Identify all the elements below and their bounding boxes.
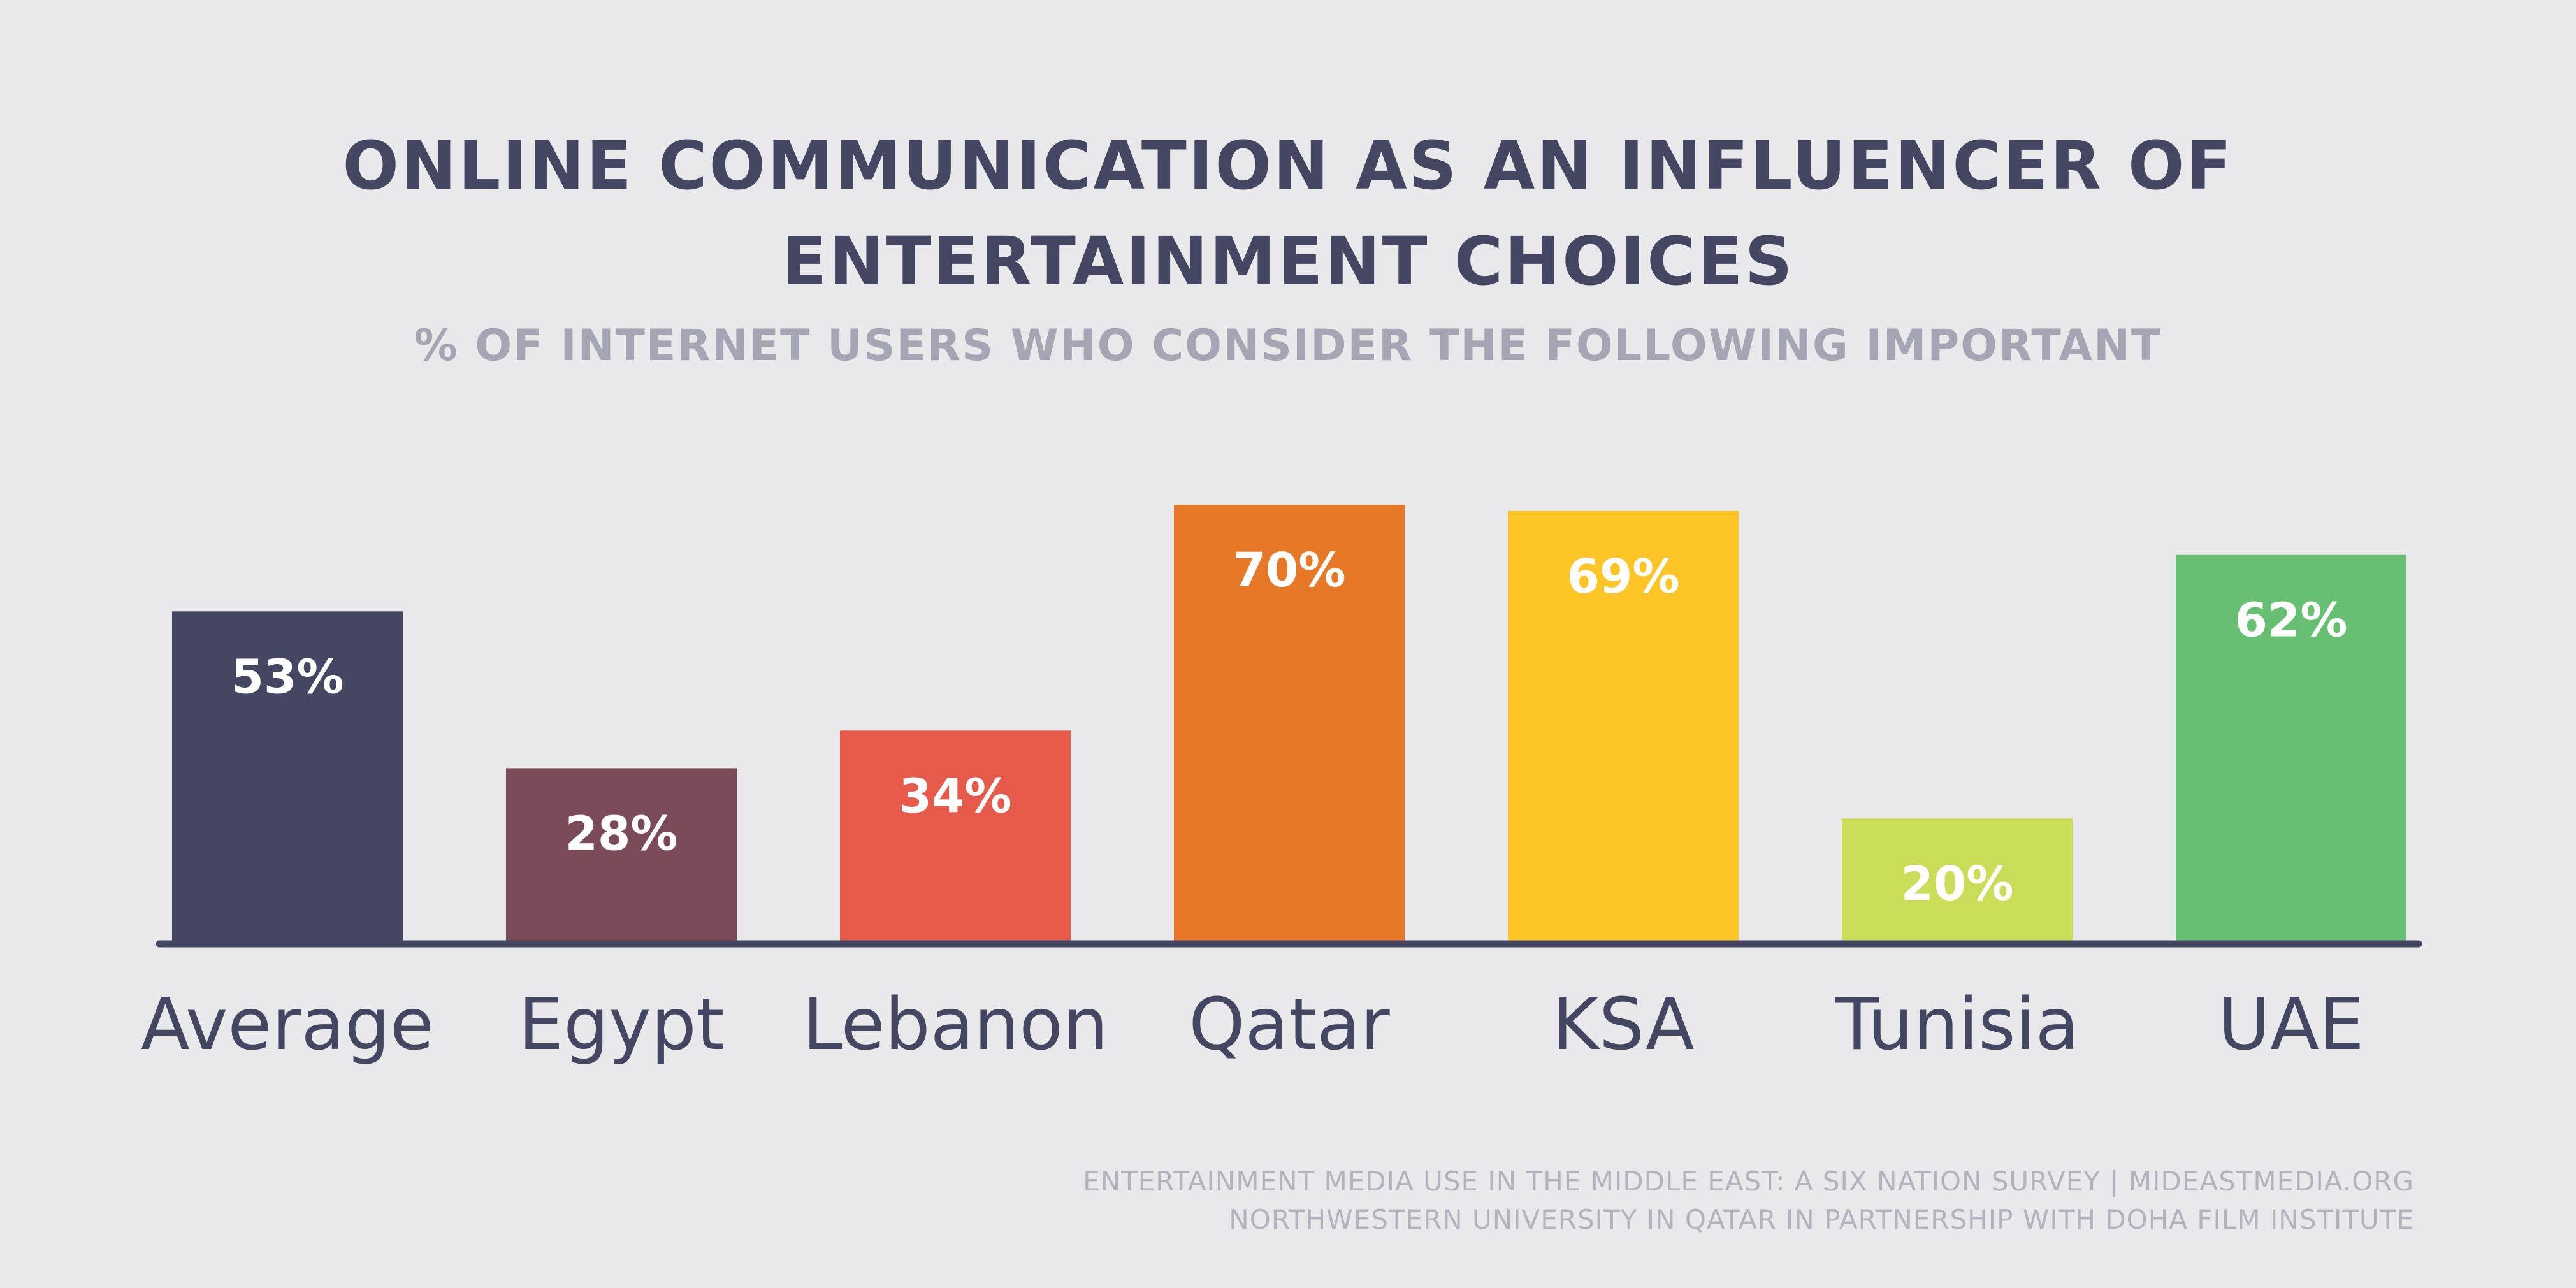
chart-subtitle: % OF INTERNET USERS WHO CONSIDER THE FOL… (414, 321, 2162, 371)
chart-title-line1: ONLINE COMMUNICATION AS AN INFLUENCER OF (342, 127, 2234, 205)
bar-qatar (1174, 505, 1405, 944)
chart-title-line2: ENTERTAINMENT CHOICES (781, 222, 1795, 300)
bar-average (172, 611, 403, 944)
bar-tunisia (1842, 818, 2073, 944)
bar-egypt (506, 768, 737, 944)
value-label-egypt: 28% (565, 806, 677, 861)
bars-group: 53% 28% 34% 70% 69% 20% 62% (172, 505, 2406, 944)
value-label-uae: 62% (2234, 593, 2347, 648)
value-label-qatar: 70% (1233, 543, 1345, 598)
category-label-tunisia: Tunisia (1835, 983, 2080, 1066)
category-label-ksa: KSA (1552, 983, 1694, 1066)
source-credit-line1: ENTERTAINMENT MEDIA USE IN THE MIDDLE EA… (1083, 1166, 2414, 1197)
value-label-ksa: 69% (1567, 549, 1679, 604)
category-label-qatar: Qatar (1189, 983, 1390, 1066)
category-label-egypt: Egypt (518, 983, 724, 1066)
category-label-lebanon: Lebanon (802, 983, 1108, 1066)
bar-ksa (1508, 510, 1739, 944)
source-credit-line2: NORTHWESTERN UNIVERSITY IN QATAR IN PART… (1229, 1204, 2414, 1235)
bar-uae (2176, 554, 2406, 944)
category-label-uae: UAE (2218, 983, 2364, 1066)
category-labels-group: Average Egypt Lebanon Qatar KSA Tunisia UAE (141, 983, 2364, 1066)
bar-lebanon (840, 730, 1071, 944)
value-label-average: 53% (231, 649, 344, 704)
value-label-tunisia: 20% (1900, 857, 2013, 911)
category-label-average: Average (141, 983, 434, 1066)
value-label-lebanon: 34% (899, 769, 1011, 823)
